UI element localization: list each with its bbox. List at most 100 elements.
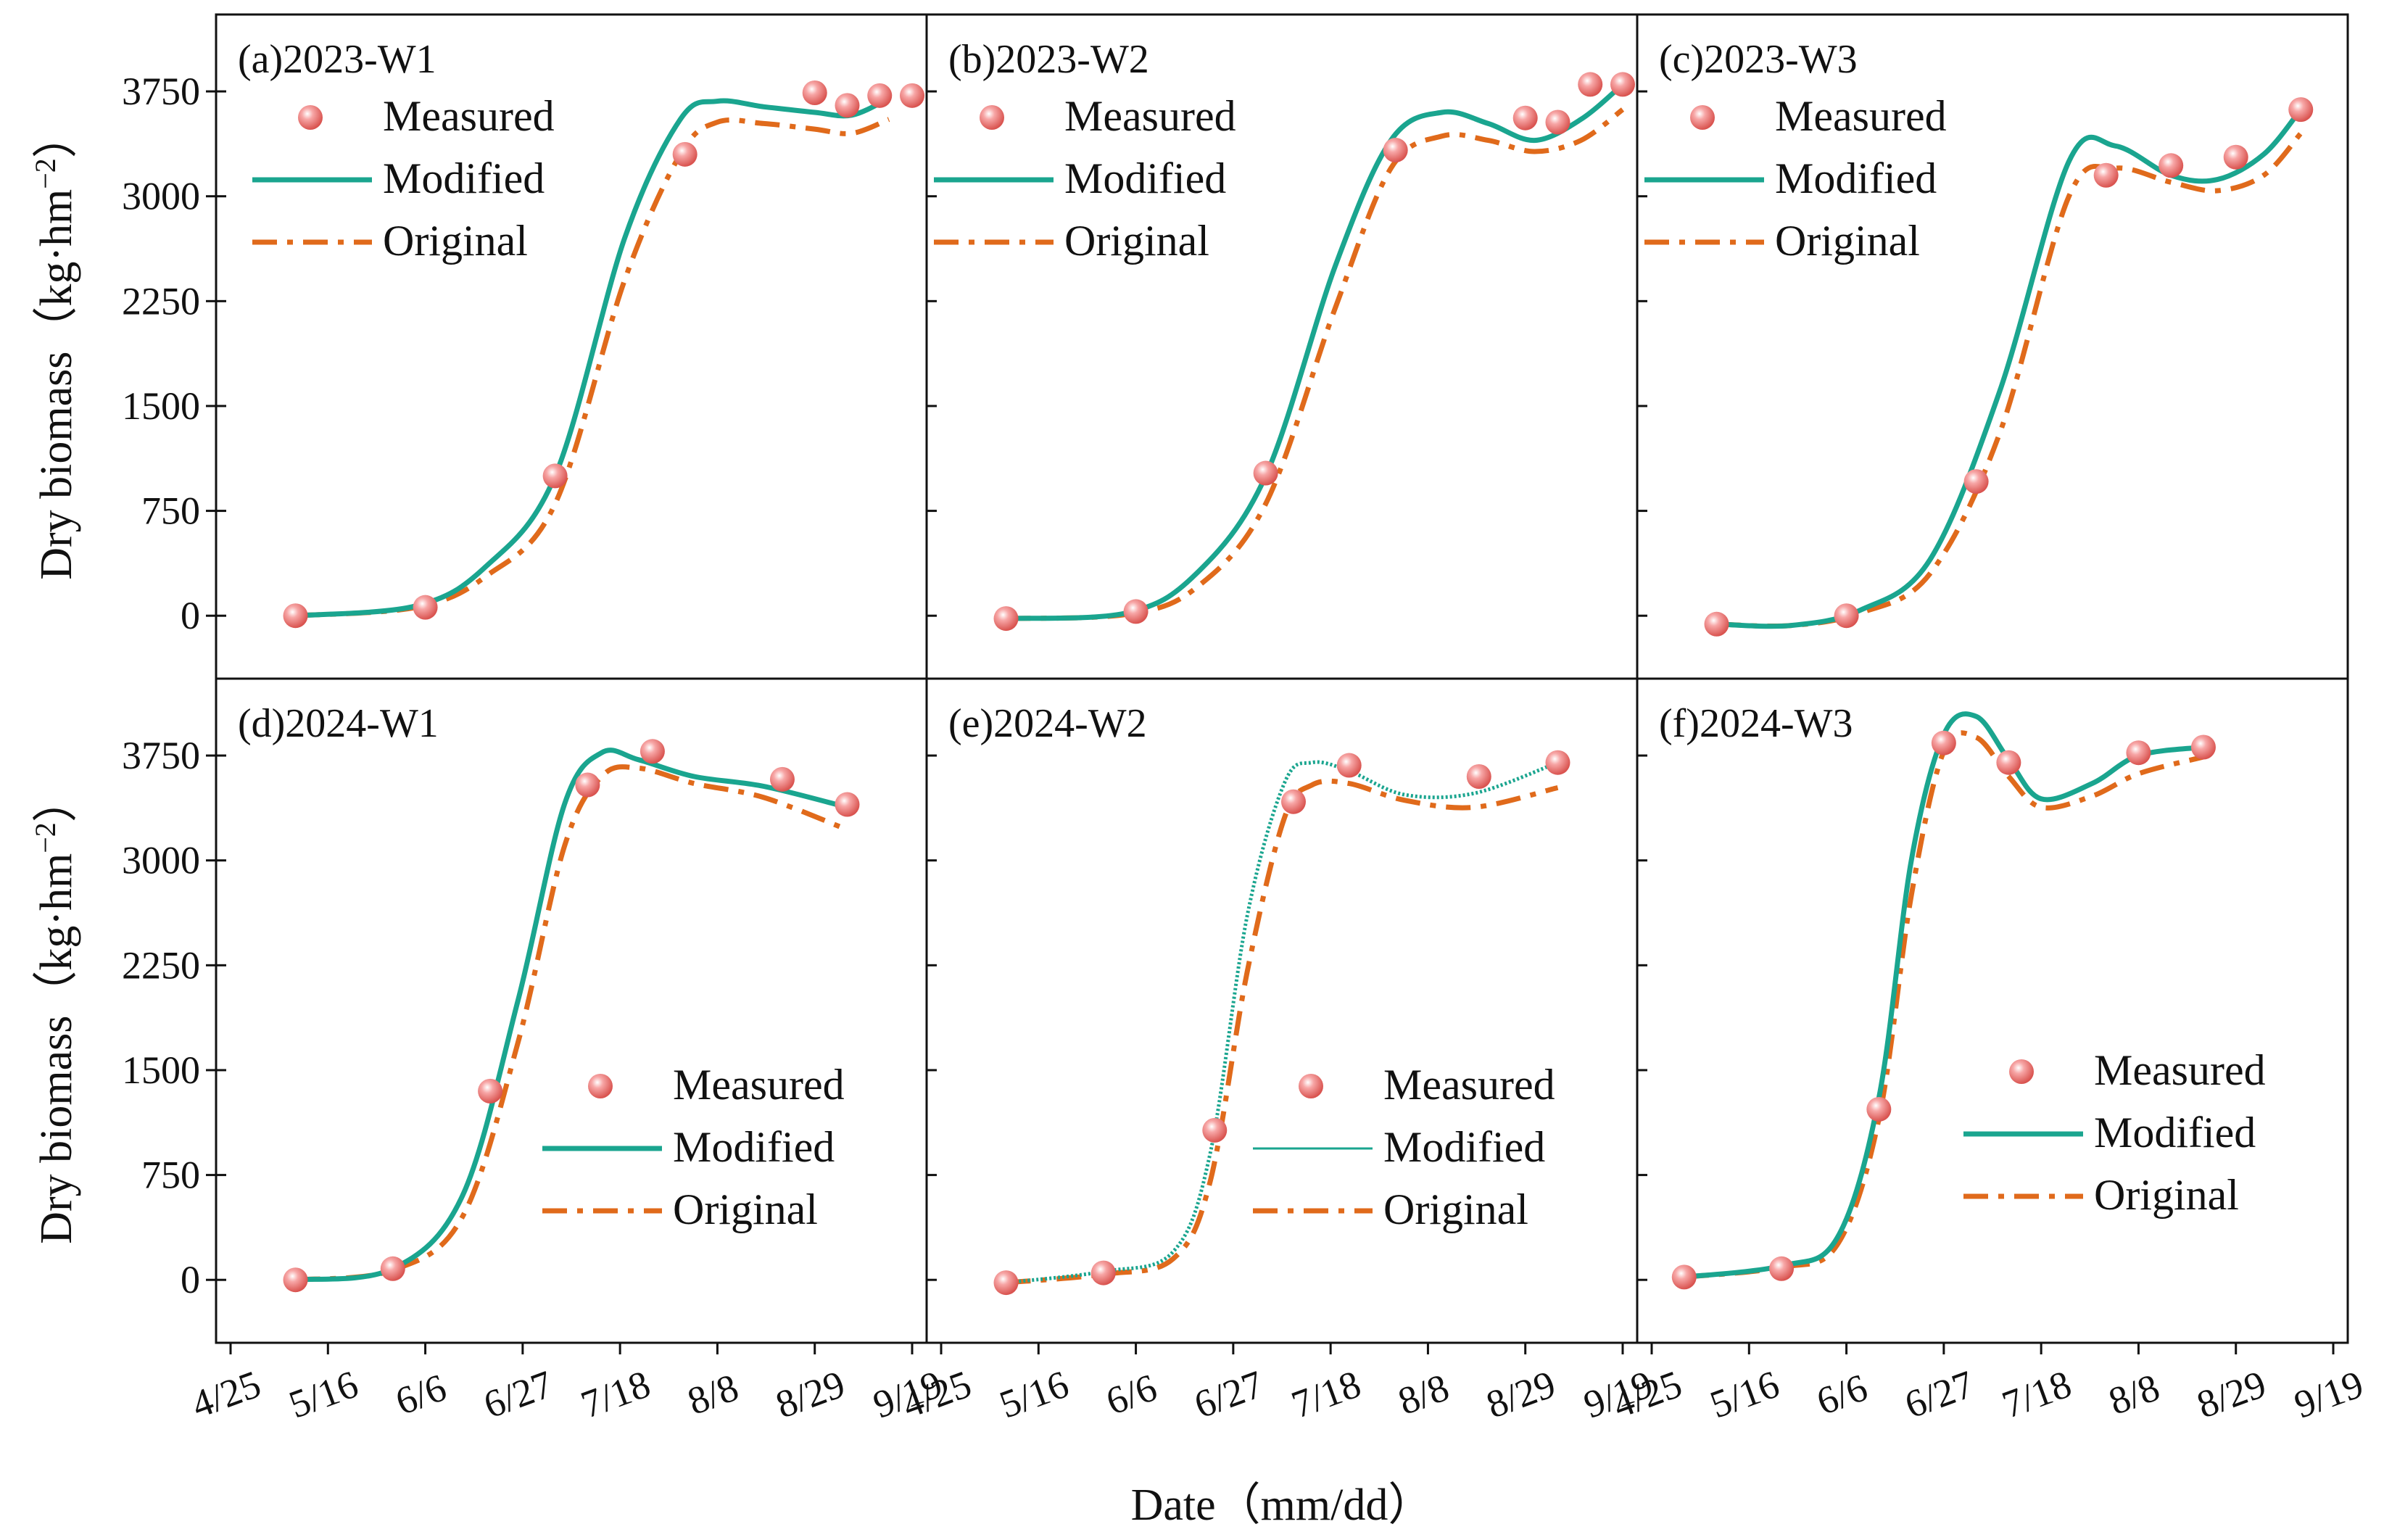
- x-tick-label: 9/19: [2288, 1362, 2369, 1426]
- panels: (a)2023-W1MeasuredModifiedOriginal(b)202…: [216, 37, 2314, 1296]
- panel-title: (c)2023-W3: [1659, 37, 1858, 82]
- measured-point: [542, 463, 568, 489]
- measured-point: [380, 1256, 405, 1281]
- measured-point: [1834, 603, 1859, 629]
- measured-point: [1545, 109, 1570, 135]
- y-axis-label-bottom: Dry biomass（kg·hm−2）: [29, 777, 81, 1244]
- y-tick-label: 0: [181, 1258, 200, 1301]
- y-tick-label: 3750: [122, 70, 200, 113]
- measured-point: [672, 141, 698, 167]
- ylabel-unit-prefix: （kg·hm: [32, 853, 81, 1016]
- modified-series-line: [295, 748, 848, 1283]
- measured-point: [802, 80, 827, 105]
- x-tick-label: 6/6: [1101, 1365, 1162, 1423]
- panel-grid: [215, 13, 2349, 1344]
- measured-point: [835, 792, 860, 817]
- x-tick-label: 8/29: [1481, 1362, 1561, 1426]
- y-tick-label: 750: [141, 1154, 200, 1197]
- measured-point: [835, 93, 860, 118]
- legend-measured-label: Measured: [383, 92, 555, 140]
- x-tick-label: 8/29: [2191, 1362, 2272, 1426]
- y-tick-label: 2250: [122, 943, 200, 987]
- ylabel-unit-exp: −2: [29, 158, 62, 189]
- measured-point: [2093, 162, 2119, 188]
- ylabel-main: Dry biomass: [32, 352, 81, 580]
- y-tick-label: 3750: [122, 734, 200, 777]
- y-axis-label-top: Dry biomass（kg·hm−2）: [29, 113, 81, 580]
- y-tick-label: 750: [141, 489, 200, 533]
- legend: Measured Modified Original: [934, 92, 1236, 265]
- measured-point: [1963, 469, 1989, 494]
- y-tick-label: 3000: [122, 839, 200, 882]
- legend: Measured Modified Original: [542, 1061, 845, 1233]
- measured-point: [1671, 1264, 1697, 1290]
- legend-measured-label: Measured: [1064, 92, 1236, 140]
- legend-measured-label: Measured: [1383, 1061, 1555, 1109]
- x-tick-label: 8/8: [2103, 1365, 2165, 1423]
- x-axis-label: Date（mm/dd）: [1131, 1481, 1433, 1530]
- measured-point: [1545, 750, 1570, 775]
- y-tick-label: 0: [181, 594, 200, 637]
- legend-original-label: Original: [1383, 1185, 1528, 1233]
- y-tick-label: 2250: [122, 279, 200, 323]
- panel-d: (d)2024-W1 Measured Modified Original: [216, 701, 860, 1293]
- x-tick-label: 6/27: [1188, 1362, 1269, 1426]
- measured-point: [1253, 460, 1278, 486]
- x-tick-label: 8/8: [682, 1365, 744, 1423]
- measured-point: [1578, 72, 1603, 97]
- measured-point: [283, 1267, 308, 1293]
- panel-c: (c)2023-W3 Measured Modified Original: [1637, 37, 2314, 637]
- x-tick-label: 6/27: [1899, 1362, 1979, 1426]
- panel-title: (f)2024-W3: [1659, 701, 1853, 746]
- measured-point: [1202, 1117, 1228, 1143]
- ylabel-unit-prefix: （kg·hm: [32, 189, 81, 352]
- x-tick-label: 6/6: [390, 1365, 452, 1423]
- measured-point: [1512, 105, 1538, 131]
- legend-measured-marker: [1690, 105, 1715, 130]
- measured-point: [1610, 72, 1635, 97]
- modified-series-line: [1684, 711, 2204, 1280]
- legend-original-label: Original: [2094, 1171, 2239, 1219]
- modified-series-line: [1006, 82, 1625, 621]
- legend-modified-label: Modified: [673, 1123, 835, 1171]
- measured-point: [1769, 1256, 1795, 1281]
- measured-point: [1466, 763, 1491, 789]
- ylabel-unit-suffix: ）: [32, 113, 81, 158]
- x-tick-label: 7/18: [1286, 1362, 1367, 1426]
- x-tick-label: 6/27: [478, 1362, 558, 1426]
- y-tick-label: 1500: [122, 384, 200, 428]
- measured-point: [900, 83, 924, 108]
- panel-e: (e)2024-W2 Measured Modified Original: [927, 701, 1570, 1296]
- measured-point: [640, 739, 665, 764]
- panel-title: (e)2024-W2: [948, 701, 1147, 746]
- x-tick-label: 8/29: [770, 1362, 850, 1426]
- svg-text:Dry biomass（kg·hm−2）: Dry biomass（kg·hm−2）: [29, 113, 81, 580]
- measured-point: [283, 603, 308, 629]
- y-axis: 0 750 1500 2250 3000 3750 0 750 1500 2250 3000 3750: [122, 70, 216, 1301]
- measured-point: [413, 595, 438, 620]
- measured-point: [867, 83, 893, 108]
- x-tick-label: 6/6: [1811, 1365, 1873, 1423]
- measured-point: [1996, 750, 2021, 775]
- legend-original-label: Original: [1775, 217, 1920, 265]
- legend-original-label: Original: [673, 1185, 818, 1233]
- measured-point: [769, 766, 795, 792]
- measured-point: [2288, 97, 2314, 123]
- legend-measured-label: Measured: [1775, 92, 1947, 140]
- x-tick-label: 4/25: [186, 1362, 266, 1426]
- measured-point: [1704, 611, 1729, 637]
- measured-point: [1280, 789, 1306, 814]
- panel-title: (a)2023-W1: [238, 37, 436, 82]
- measured-point: [478, 1078, 503, 1104]
- measured-point: [1090, 1260, 1116, 1286]
- original-series-line: [1684, 730, 2204, 1280]
- x-tick-label: 8/8: [1393, 1365, 1454, 1423]
- measured-point: [1123, 599, 1148, 624]
- legend: Measured Modified Original: [252, 92, 555, 265]
- measured-point: [1931, 730, 1956, 755]
- x-tick-label: 7/18: [576, 1362, 656, 1426]
- legend: Measured Modified Original: [1253, 1061, 1555, 1233]
- legend-measured-marker: [2009, 1059, 2034, 1084]
- original-series-line: [1006, 107, 1625, 621]
